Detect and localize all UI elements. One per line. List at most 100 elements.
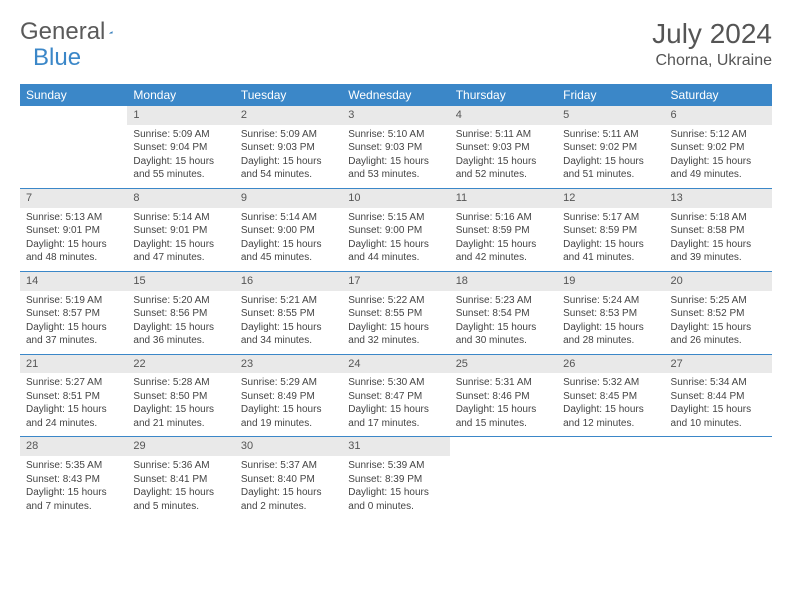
sunrise-line: Sunrise: 5:11 AM [456,128,551,142]
calendar-cell: 29Sunrise: 5:36 AMSunset: 8:41 PMDayligh… [127,437,234,519]
day-number: 26 [557,355,664,374]
daylight-line: Daylight: 15 hours and 34 minutes. [241,321,336,348]
sunrise-line: Sunrise: 5:35 AM [26,459,121,473]
calendar-cell: 4Sunrise: 5:11 AMSunset: 9:03 PMDaylight… [450,106,557,188]
calendar-row: 1Sunrise: 5:09 AMSunset: 9:04 PMDaylight… [20,106,772,188]
day-details: Sunrise: 5:37 AMSunset: 8:40 PMDaylight:… [235,456,342,519]
sunset-line: Sunset: 8:46 PM [456,390,551,404]
sunrise-line: Sunrise: 5:11 AM [563,128,658,142]
calendar-cell: 27Sunrise: 5:34 AMSunset: 8:44 PMDayligh… [665,354,772,437]
day-details: Sunrise: 5:21 AMSunset: 8:55 PMDaylight:… [235,291,342,354]
weekday-header: Wednesday [342,84,449,106]
daylight-line: Daylight: 15 hours and 42 minutes. [456,238,551,265]
day-details: Sunrise: 5:22 AMSunset: 8:55 PMDaylight:… [342,291,449,354]
calendar-cell: 16Sunrise: 5:21 AMSunset: 8:55 PMDayligh… [235,271,342,354]
calendar-row: 7Sunrise: 5:13 AMSunset: 9:01 PMDaylight… [20,188,772,271]
sunset-line: Sunset: 9:01 PM [133,224,228,238]
calendar-cell: 14Sunrise: 5:19 AMSunset: 8:57 PMDayligh… [20,271,127,354]
sunrise-line: Sunrise: 5:39 AM [348,459,443,473]
day-number: 28 [20,437,127,456]
sunrise-line: Sunrise: 5:13 AM [26,211,121,225]
sunset-line: Sunset: 8:41 PM [133,473,228,487]
day-details: Sunrise: 5:31 AMSunset: 8:46 PMDaylight:… [450,373,557,436]
daylight-line: Daylight: 15 hours and 37 minutes. [26,321,121,348]
day-number: 15 [127,272,234,291]
calendar-cell [20,106,127,188]
logo-icon [109,23,113,41]
day-number: 30 [235,437,342,456]
sunrise-line: Sunrise: 5:16 AM [456,211,551,225]
calendar-cell: 12Sunrise: 5:17 AMSunset: 8:59 PMDayligh… [557,188,664,271]
weekday-header-row: SundayMondayTuesdayWednesdayThursdayFrid… [20,84,772,106]
calendar-cell: 23Sunrise: 5:29 AMSunset: 8:49 PMDayligh… [235,354,342,437]
day-details: Sunrise: 5:19 AMSunset: 8:57 PMDaylight:… [20,291,127,354]
sunrise-line: Sunrise: 5:23 AM [456,294,551,308]
daylight-line: Daylight: 15 hours and 15 minutes. [456,403,551,430]
daylight-line: Daylight: 15 hours and 0 minutes. [348,486,443,513]
day-number: 10 [342,189,449,208]
daylight-line: Daylight: 15 hours and 52 minutes. [456,155,551,182]
sunrise-line: Sunrise: 5:20 AM [133,294,228,308]
sunset-line: Sunset: 9:03 PM [348,141,443,155]
sunrise-line: Sunrise: 5:14 AM [241,211,336,225]
calendar-cell: 28Sunrise: 5:35 AMSunset: 8:43 PMDayligh… [20,437,127,519]
daylight-line: Daylight: 15 hours and 39 minutes. [671,238,766,265]
calendar-cell: 9Sunrise: 5:14 AMSunset: 9:00 PMDaylight… [235,188,342,271]
sunset-line: Sunset: 9:02 PM [671,141,766,155]
daylight-line: Daylight: 15 hours and 21 minutes. [133,403,228,430]
sunset-line: Sunset: 8:53 PM [563,307,658,321]
sunrise-line: Sunrise: 5:34 AM [671,376,766,390]
sunset-line: Sunset: 8:49 PM [241,390,336,404]
calendar-table: SundayMondayTuesdayWednesdayThursdayFrid… [20,84,772,519]
day-number: 12 [557,189,664,208]
calendar-cell: 21Sunrise: 5:27 AMSunset: 8:51 PMDayligh… [20,354,127,437]
day-details: Sunrise: 5:24 AMSunset: 8:53 PMDaylight:… [557,291,664,354]
day-details: Sunrise: 5:27 AMSunset: 8:51 PMDaylight:… [20,373,127,436]
day-number: 7 [20,189,127,208]
day-details: Sunrise: 5:23 AMSunset: 8:54 PMDaylight:… [450,291,557,354]
sunset-line: Sunset: 8:40 PM [241,473,336,487]
sunrise-line: Sunrise: 5:10 AM [348,128,443,142]
sunset-line: Sunset: 9:00 PM [348,224,443,238]
daylight-line: Daylight: 15 hours and 53 minutes. [348,155,443,182]
sunset-line: Sunset: 8:55 PM [241,307,336,321]
day-number: 18 [450,272,557,291]
calendar-cell: 22Sunrise: 5:28 AMSunset: 8:50 PMDayligh… [127,354,234,437]
calendar-cell: 31Sunrise: 5:39 AMSunset: 8:39 PMDayligh… [342,437,449,519]
weekday-header: Friday [557,84,664,106]
sunrise-line: Sunrise: 5:37 AM [241,459,336,473]
day-details: Sunrise: 5:12 AMSunset: 9:02 PMDaylight:… [665,125,772,188]
calendar-cell: 10Sunrise: 5:15 AMSunset: 9:00 PMDayligh… [342,188,449,271]
calendar-cell: 24Sunrise: 5:30 AMSunset: 8:47 PMDayligh… [342,354,449,437]
daylight-line: Daylight: 15 hours and 30 minutes. [456,321,551,348]
calendar-cell: 2Sunrise: 5:09 AMSunset: 9:03 PMDaylight… [235,106,342,188]
day-number: 17 [342,272,449,291]
daylight-line: Daylight: 15 hours and 47 minutes. [133,238,228,265]
day-number: 16 [235,272,342,291]
sunset-line: Sunset: 8:57 PM [26,307,121,321]
daylight-line: Daylight: 15 hours and 10 minutes. [671,403,766,430]
calendar-cell: 26Sunrise: 5:32 AMSunset: 8:45 PMDayligh… [557,354,664,437]
sunrise-line: Sunrise: 5:19 AM [26,294,121,308]
sunset-line: Sunset: 9:02 PM [563,141,658,155]
sunset-line: Sunset: 9:01 PM [26,224,121,238]
sunset-line: Sunset: 8:39 PM [348,473,443,487]
location-label: Chorna, Ukraine [652,52,772,70]
day-number: 19 [557,272,664,291]
calendar-cell: 20Sunrise: 5:25 AMSunset: 8:52 PMDayligh… [665,271,772,354]
day-details: Sunrise: 5:25 AMSunset: 8:52 PMDaylight:… [665,291,772,354]
sunset-line: Sunset: 8:45 PM [563,390,658,404]
day-details: Sunrise: 5:09 AMSunset: 9:03 PMDaylight:… [235,125,342,188]
daylight-line: Daylight: 15 hours and 44 minutes. [348,238,443,265]
day-number: 3 [342,106,449,125]
sunrise-line: Sunrise: 5:25 AM [671,294,766,308]
sunset-line: Sunset: 8:58 PM [671,224,766,238]
day-details: Sunrise: 5:11 AMSunset: 9:02 PMDaylight:… [557,125,664,188]
sunrise-line: Sunrise: 5:24 AM [563,294,658,308]
sunset-line: Sunset: 8:43 PM [26,473,121,487]
sunset-line: Sunset: 8:59 PM [563,224,658,238]
day-details: Sunrise: 5:11 AMSunset: 9:03 PMDaylight:… [450,125,557,188]
sunrise-line: Sunrise: 5:21 AM [241,294,336,308]
calendar-row: 21Sunrise: 5:27 AMSunset: 8:51 PMDayligh… [20,354,772,437]
sunrise-line: Sunrise: 5:32 AM [563,376,658,390]
